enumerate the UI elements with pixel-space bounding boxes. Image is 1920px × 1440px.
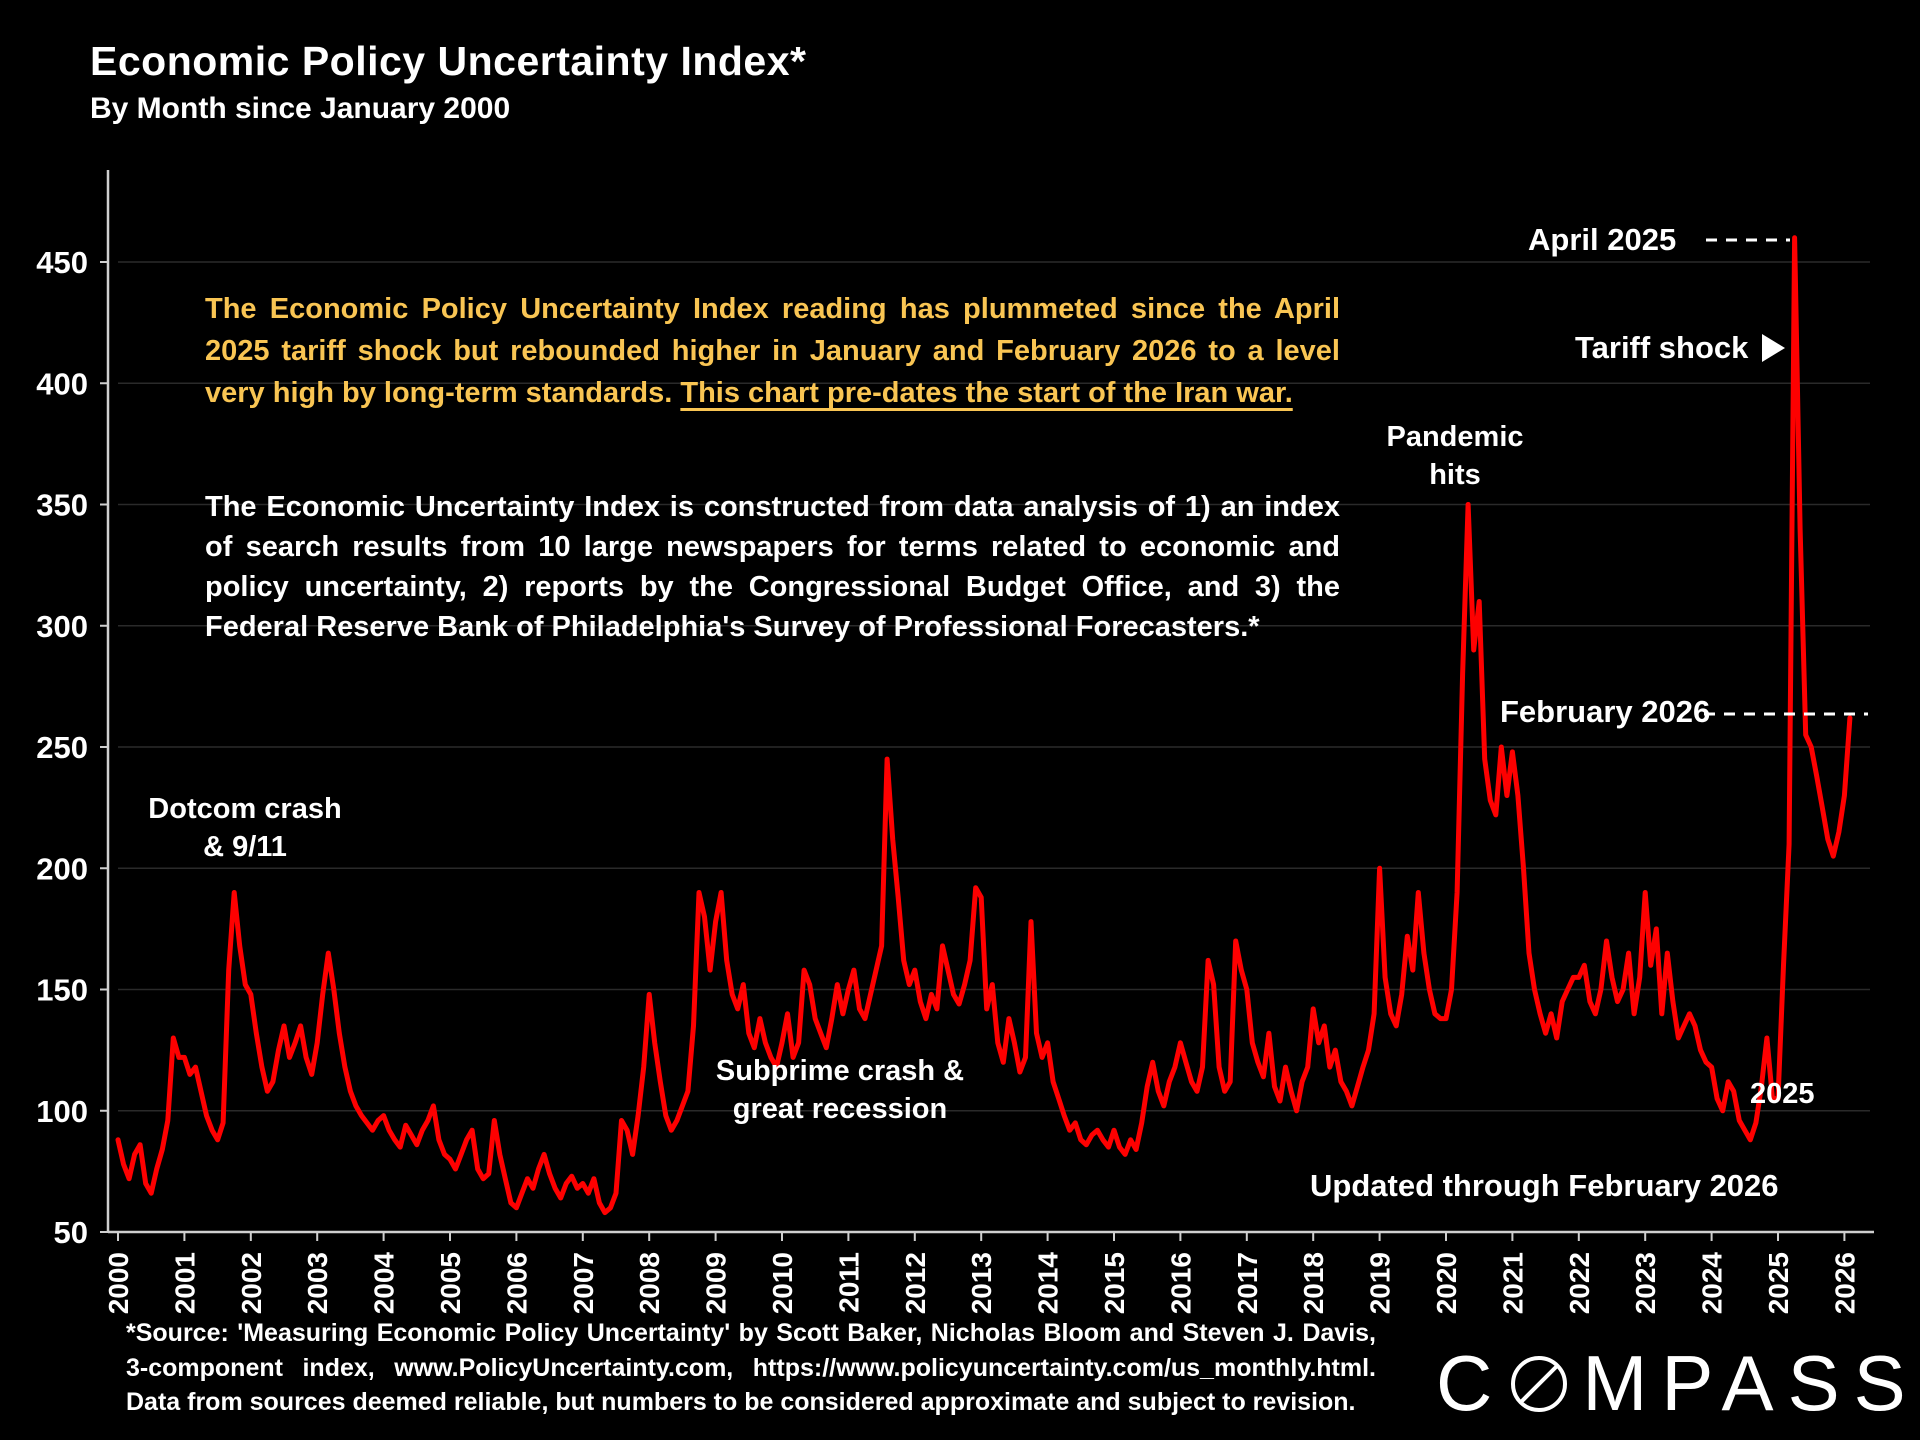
y-tick-label: 400 [36, 366, 88, 401]
updated-through-note: Updated through February 2026 [1310, 1168, 1779, 1203]
compass-logo: C MPASS [1436, 1338, 1920, 1429]
annotation-subprime-line1: Subprime crash & [715, 1055, 965, 1087]
x-tick-label: 2025 [1763, 1252, 1794, 1314]
x-tick-label: 2011 [833, 1252, 864, 1313]
annotation-pandemic: Pandemic hits [1365, 418, 1545, 495]
y-tick-label: 350 [36, 488, 88, 523]
x-tick-label: 2017 [1232, 1252, 1263, 1314]
y-tick-label: 200 [36, 851, 88, 886]
x-tick-label: 2010 [767, 1252, 798, 1314]
x-tick-label: 2020 [1431, 1252, 1462, 1314]
annotation-pandemic-line1: Pandemic [1386, 421, 1524, 453]
x-tick-label: 2026 [1829, 1252, 1860, 1314]
x-tick-label: 2021 [1497, 1252, 1528, 1314]
y-tick-label: 250 [36, 730, 88, 765]
x-tick-label: 2007 [568, 1252, 599, 1314]
page-title: Economic Policy Uncertainty Index* [90, 38, 807, 84]
x-tick-label: 2014 [1033, 1252, 1064, 1315]
y-tick-label: 50 [54, 1215, 88, 1250]
annotation-february-2026: February 2026 [1500, 694, 1711, 729]
annotation-dotcom-line2: & 9/11 [203, 831, 287, 864]
x-tick-label: 2015 [1099, 1252, 1130, 1314]
annotation-tariff-shock: Tariff shock [1575, 330, 1786, 366]
highlight-callout: The Economic Policy Uncertainty Index re… [205, 288, 1340, 414]
x-tick-label: 2022 [1564, 1252, 1595, 1314]
x-tick-label: 2006 [501, 1252, 532, 1314]
annotation-tariff-shock-label: Tariff shock [1575, 330, 1749, 365]
x-tick-label: 2003 [302, 1252, 333, 1314]
y-tick-label: 450 [36, 245, 88, 280]
annotation-subprime: Subprime crash & great recession [690, 1052, 990, 1129]
compass-o-icon [1511, 1355, 1568, 1412]
annotation-april-2025: April 2025 [1528, 222, 1677, 257]
right-arrow-icon [1762, 334, 1786, 362]
highlight-callout-underlined-text: This chart pre-dates the start of the Ir… [680, 377, 1293, 410]
annotation-dotcom: Dotcom crash & 9/11 [120, 790, 370, 867]
epu-line [115, 235, 1853, 1216]
annotation-year-2025: 2025 [1750, 1078, 1815, 1110]
y-tick-label: 150 [36, 973, 88, 1008]
x-tick-label: 2000 [103, 1252, 134, 1314]
highlight-callout-text: The Economic Policy Uncertainty Index re… [205, 293, 1340, 410]
y-tick-label: 300 [36, 609, 88, 644]
x-tick-label: 2018 [1298, 1252, 1329, 1314]
methodology-callout: The Economic Uncertainty Index is constr… [205, 491, 1340, 644]
x-tick-label: 2023 [1630, 1252, 1661, 1314]
page-subtitle: By Month since January 2000 [90, 92, 511, 125]
compass-logo-part2: MPASS [1582, 1339, 1920, 1427]
annotation-dotcom-line1: Dotcom crash [148, 793, 342, 825]
compass-logo-part1: C [1436, 1339, 1507, 1427]
x-tick-label: 2005 [435, 1252, 466, 1314]
x-tick-label: 2004 [369, 1252, 400, 1315]
x-tick-label: 2024 [1697, 1252, 1728, 1315]
x-tick-label: 2019 [1365, 1252, 1396, 1314]
annotation-subprime-line2: great recession [732, 1093, 948, 1126]
x-tick-label: 2008 [634, 1252, 665, 1314]
x-tick-label: 2012 [900, 1252, 931, 1314]
y-tick-label: 100 [36, 1094, 88, 1129]
source-note: *Source: 'Measuring Economic Policy Unce… [126, 1319, 1376, 1416]
x-tick-label: 2001 [169, 1252, 200, 1314]
annotation-pandemic-line2: hits [1429, 459, 1481, 492]
x-tick-label: 2013 [966, 1252, 997, 1314]
x-tick-label: 2016 [1165, 1252, 1196, 1314]
x-tick-label: 2009 [701, 1252, 732, 1314]
x-tick-label: 2002 [236, 1252, 267, 1314]
